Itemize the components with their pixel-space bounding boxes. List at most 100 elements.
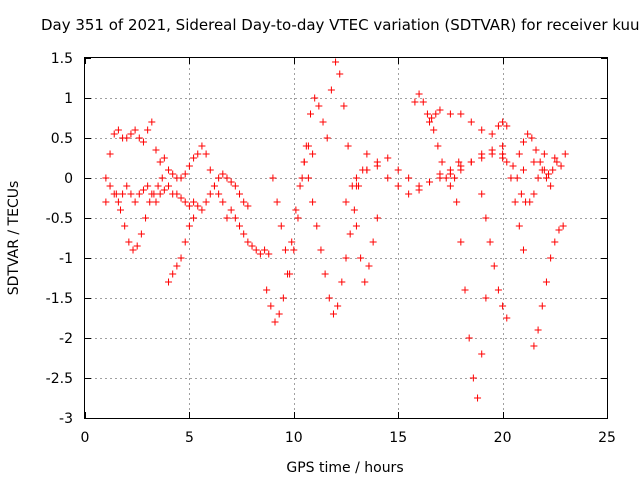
data-point bbox=[131, 126, 139, 134]
data-point bbox=[317, 246, 325, 254]
data-point bbox=[304, 174, 312, 182]
data-point bbox=[536, 158, 544, 166]
data-point bbox=[474, 394, 482, 402]
data-point bbox=[190, 154, 198, 162]
data-point bbox=[465, 334, 473, 342]
data-point bbox=[281, 246, 289, 254]
data-point bbox=[194, 150, 202, 158]
x-tick-label: 15 bbox=[389, 430, 407, 446]
data-point bbox=[202, 198, 210, 206]
y-tick-label: -3 bbox=[59, 411, 73, 427]
data-point bbox=[534, 174, 542, 182]
data-point bbox=[338, 278, 346, 286]
data-point bbox=[173, 190, 181, 198]
plot-frame bbox=[84, 57, 608, 419]
data-point bbox=[158, 174, 166, 182]
data-point bbox=[206, 166, 214, 174]
data-point bbox=[545, 170, 553, 178]
data-point bbox=[307, 110, 315, 118]
data-point bbox=[503, 158, 511, 166]
data-point bbox=[457, 162, 465, 170]
data-points bbox=[102, 58, 569, 402]
series-track-b bbox=[102, 170, 252, 214]
data-point bbox=[219, 170, 227, 178]
data-point bbox=[551, 154, 559, 162]
data-point bbox=[515, 150, 523, 158]
data-point bbox=[528, 134, 536, 142]
data-point bbox=[519, 138, 527, 146]
data-point bbox=[538, 302, 546, 310]
data-point bbox=[436, 106, 444, 114]
data-point bbox=[223, 174, 231, 182]
series-track-l bbox=[453, 198, 490, 402]
data-point bbox=[290, 246, 298, 254]
data-point bbox=[342, 254, 350, 262]
data-point bbox=[469, 374, 477, 382]
series-track-a bbox=[102, 118, 273, 258]
data-point bbox=[169, 270, 177, 278]
data-point bbox=[137, 230, 145, 238]
data-point bbox=[154, 182, 162, 190]
data-point bbox=[519, 246, 527, 254]
y-tick-label: -0.5 bbox=[46, 211, 73, 227]
data-point bbox=[112, 190, 120, 198]
data-point bbox=[114, 126, 122, 134]
data-point bbox=[185, 202, 193, 210]
data-point bbox=[165, 278, 173, 286]
data-point bbox=[482, 214, 490, 222]
data-point bbox=[461, 286, 469, 294]
data-point bbox=[139, 186, 147, 194]
data-point bbox=[309, 198, 317, 206]
data-point bbox=[286, 270, 294, 278]
data-point bbox=[127, 190, 135, 198]
data-point bbox=[340, 102, 348, 110]
data-point bbox=[559, 222, 567, 230]
data-point bbox=[415, 90, 423, 98]
data-point bbox=[173, 262, 181, 270]
data-point bbox=[119, 190, 127, 198]
data-point bbox=[240, 230, 248, 238]
data-point bbox=[150, 190, 158, 198]
data-point bbox=[394, 166, 402, 174]
data-point bbox=[319, 118, 327, 126]
series-track-q bbox=[513, 166, 555, 206]
data-point bbox=[411, 98, 419, 106]
data-point bbox=[102, 198, 110, 206]
data-point bbox=[509, 162, 517, 170]
data-point bbox=[135, 190, 143, 198]
data-point bbox=[125, 238, 133, 246]
y-tick-label: -1.5 bbox=[46, 291, 73, 307]
data-point bbox=[519, 166, 527, 174]
axis-ticks bbox=[85, 58, 608, 419]
data-point bbox=[346, 230, 354, 238]
series-track-c bbox=[112, 174, 166, 254]
data-point bbox=[513, 174, 521, 182]
series-track-k bbox=[426, 118, 463, 190]
data-point bbox=[430, 126, 438, 134]
data-point bbox=[279, 294, 287, 302]
data-point bbox=[336, 70, 344, 78]
data-point bbox=[181, 198, 189, 206]
data-point bbox=[325, 294, 333, 302]
data-point bbox=[530, 342, 538, 350]
data-point bbox=[156, 190, 164, 198]
data-point bbox=[344, 142, 352, 150]
x-tick-label: 10 bbox=[285, 430, 303, 446]
data-point bbox=[185, 162, 193, 170]
y-tick-label: 0 bbox=[64, 171, 73, 187]
data-point bbox=[190, 198, 198, 206]
data-point bbox=[478, 150, 486, 158]
data-point bbox=[181, 238, 189, 246]
data-point bbox=[363, 150, 371, 158]
data-point bbox=[265, 250, 273, 258]
data-point bbox=[534, 326, 542, 334]
data-point bbox=[123, 134, 131, 142]
series-track-m bbox=[478, 190, 511, 322]
data-point bbox=[436, 170, 444, 178]
data-point bbox=[503, 122, 511, 130]
y-tick-label: -2 bbox=[59, 331, 73, 347]
data-point bbox=[357, 254, 365, 262]
data-point bbox=[190, 214, 198, 222]
data-point bbox=[129, 246, 137, 254]
data-point bbox=[363, 166, 371, 174]
